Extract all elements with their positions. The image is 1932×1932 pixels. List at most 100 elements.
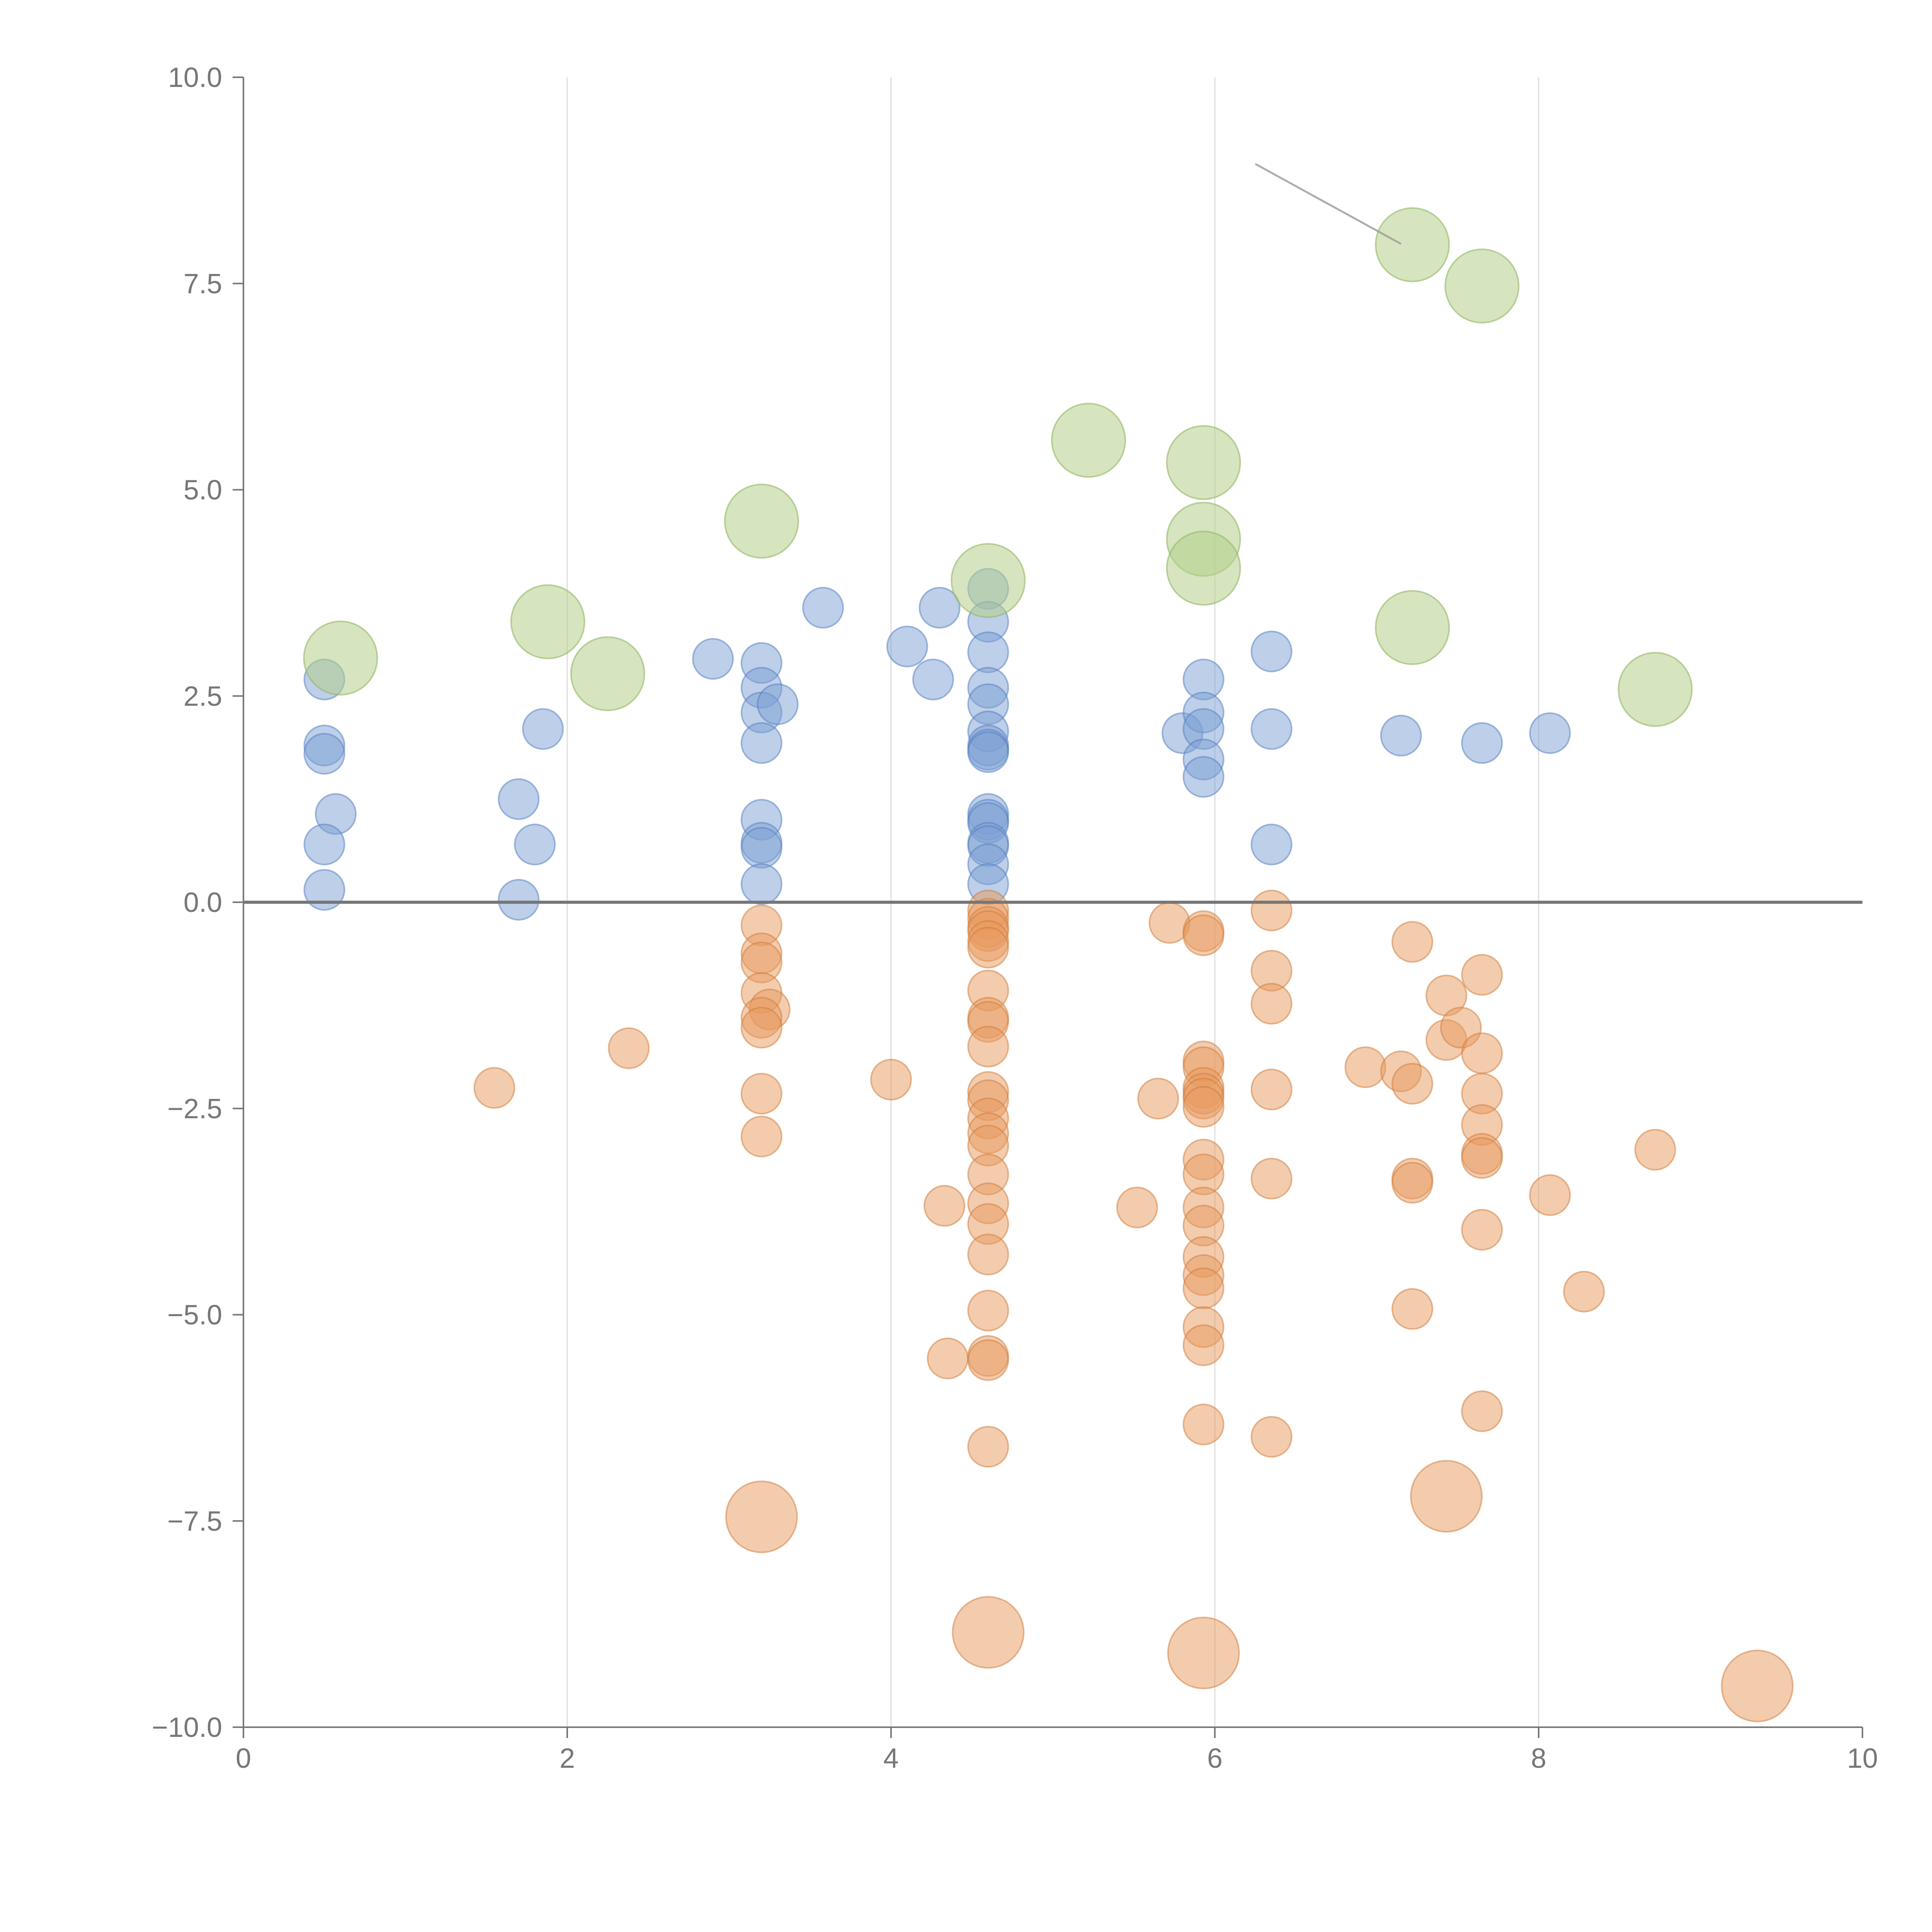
point-positive-48 — [1250, 823, 1293, 866]
point-negative-82 — [1529, 1174, 1571, 1216]
x-tick-label-2: 2 — [560, 1743, 575, 1774]
y-tick-label-4: 0.0 — [184, 887, 222, 918]
point-negative-12 — [923, 1185, 966, 1227]
point-positive-8 — [514, 823, 556, 866]
point-negative-19 — [967, 927, 1009, 969]
point-negative-58 — [1250, 889, 1293, 932]
point-negative-69 — [1391, 1162, 1434, 1204]
point-highlight-down-2 — [1167, 1616, 1240, 1689]
point-positive-9 — [498, 879, 540, 921]
point-positive-5 — [303, 869, 345, 911]
point-positive-23 — [912, 658, 954, 701]
point-positive-4 — [303, 823, 345, 866]
point-negative-75 — [1461, 1032, 1503, 1074]
point-negative-11 — [870, 1059, 912, 1101]
point-highlight-up-2 — [570, 636, 645, 711]
point-negative-1 — [608, 1027, 650, 1069]
y-tick-label-1: 7.5 — [184, 269, 222, 299]
point-negative-41 — [1182, 914, 1225, 956]
point-positive-46 — [1250, 630, 1293, 672]
point-negative-74 — [1461, 954, 1503, 996]
y-tick-label-7: −7.5 — [167, 1506, 222, 1537]
point-negative-37 — [1116, 1186, 1158, 1228]
point-negative-33 — [967, 1289, 1009, 1332]
point-negative-79 — [1461, 1137, 1503, 1179]
point-negative-67 — [1391, 1063, 1434, 1105]
point-positive-22 — [918, 587, 961, 629]
y-tick-label-0: 10.0 — [168, 62, 222, 93]
point-highlight-up-9 — [1375, 590, 1450, 665]
point-positive-20 — [802, 587, 844, 629]
point-highlight-up-0 — [303, 621, 378, 696]
point-highlight-up-5 — [1051, 403, 1126, 478]
point-positive-49 — [1380, 714, 1422, 757]
y-tick-label-3: 2.5 — [184, 681, 222, 712]
point-highlight-up-3 — [724, 483, 799, 559]
y-tick-label-2: 5.0 — [184, 475, 222, 506]
point-negative-70 — [1391, 1288, 1434, 1330]
x-tick-label-4: 4 — [883, 1743, 899, 1774]
data-points — [303, 207, 1794, 1723]
point-positive-7 — [522, 708, 564, 750]
x-axis-ticks: 0 2 4 6 8 10 — [236, 1727, 1878, 1774]
point-negative-61 — [1250, 1068, 1293, 1111]
x-tick-label-6: 6 — [1207, 1743, 1223, 1774]
point-positive-50 — [1461, 722, 1503, 764]
point-positive-26 — [967, 631, 1009, 673]
point-negative-32 — [967, 1233, 1009, 1276]
annotation-leader-line — [1255, 163, 1402, 245]
point-positive-47 — [1250, 708, 1293, 750]
point-negative-62 — [1250, 1158, 1293, 1200]
point-negative-54 — [1182, 1267, 1225, 1310]
y-tick-label-8: −10.0 — [152, 1712, 222, 1743]
point-negative-8 — [740, 1007, 782, 1049]
point-negative-36 — [967, 1426, 1009, 1468]
point-negative-84 — [1634, 1129, 1676, 1171]
point-highlight-up-12 — [1617, 652, 1693, 727]
point-positive-6 — [498, 778, 540, 820]
point-highlight-down-3 — [1410, 1460, 1483, 1533]
point-negative-63 — [1250, 1416, 1293, 1458]
point-highlight-up-8 — [1166, 531, 1241, 606]
point-negative-66 — [1391, 921, 1434, 963]
axes — [243, 77, 1862, 1728]
leader-lines — [1255, 163, 1402, 245]
point-highlight-down-1 — [952, 1596, 1025, 1669]
point-negative-80 — [1461, 1209, 1503, 1251]
point-positive-10 — [692, 638, 734, 680]
point-negative-10 — [740, 1116, 782, 1158]
point-highlight-down-0 — [725, 1480, 798, 1553]
point-negative-23 — [967, 1026, 1009, 1068]
point-positive-19 — [740, 863, 782, 905]
point-positive-51 — [1529, 712, 1571, 754]
point-highlight-down-4 — [1721, 1650, 1794, 1723]
point-negative-56 — [1182, 1324, 1225, 1366]
point-highlight-up-6 — [1166, 425, 1241, 500]
point-negative-81 — [1461, 1390, 1503, 1432]
x-tick-label-8: 8 — [1531, 1743, 1546, 1774]
point-negative-13 — [927, 1337, 969, 1379]
point-positive-45 — [1182, 756, 1225, 798]
x-tick-label-10: 10 — [1847, 1743, 1878, 1774]
point-negative-9 — [740, 1073, 782, 1115]
point-positive-21 — [886, 626, 928, 668]
point-positive-15 — [740, 722, 782, 764]
point-highlight-up-10 — [1375, 207, 1450, 282]
point-positive-14 — [757, 683, 799, 725]
point-positive-18 — [740, 827, 782, 869]
point-negative-64 — [1344, 1046, 1386, 1088]
point-highlight-up-1 — [510, 584, 585, 660]
point-negative-57 — [1182, 1403, 1225, 1446]
point-negative-0 — [473, 1067, 515, 1109]
point-negative-83 — [1563, 1270, 1605, 1313]
point-negative-35 — [967, 1339, 1009, 1381]
point-negative-47 — [1182, 1086, 1225, 1128]
point-highlight-up-4 — [951, 543, 1026, 618]
point-positive-32 — [967, 731, 1009, 773]
point-negative-38 — [1137, 1078, 1179, 1120]
point-highlight-up-11 — [1444, 248, 1520, 324]
y-tick-label-6: −5.0 — [167, 1300, 222, 1331]
point-negative-60 — [1250, 983, 1293, 1025]
y-axis-ticks: 10.0 7.5 5.0 2.5 0.0 −2.5 −5.0 −7.5 −10.0 — [152, 62, 243, 1743]
